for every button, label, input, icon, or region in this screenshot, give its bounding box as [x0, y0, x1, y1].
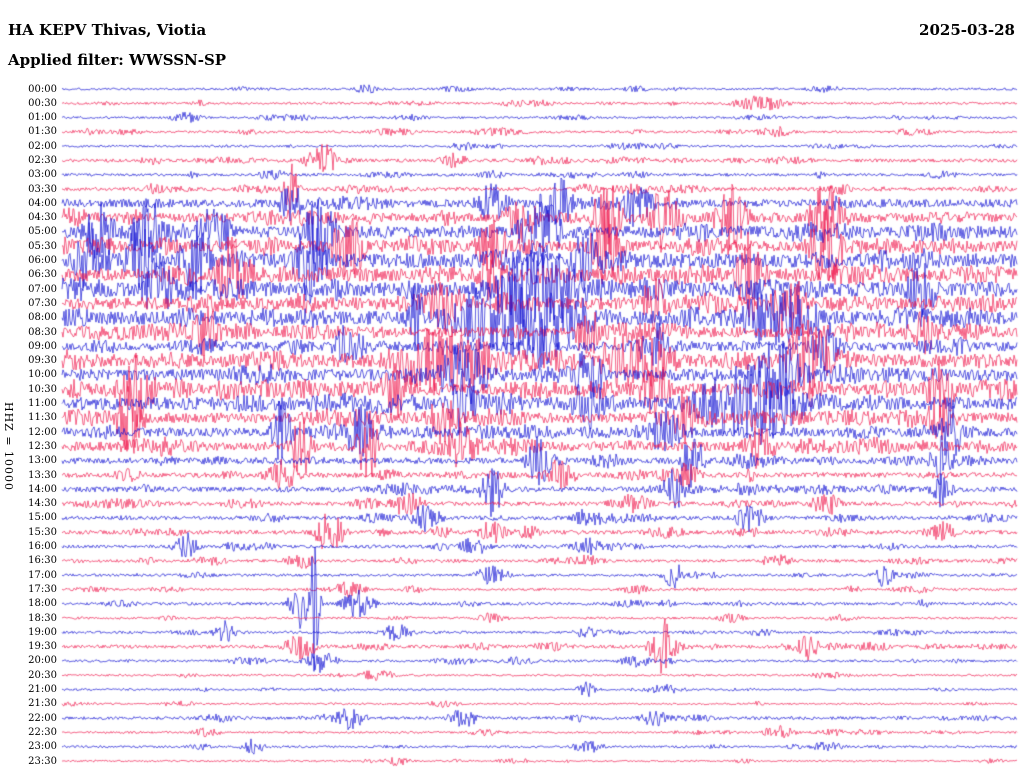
time-label: 21:00 [28, 684, 57, 696]
amplitude-scale-label: HHZ = 10000 [2, 402, 15, 492]
time-label: 17:00 [28, 569, 57, 581]
time-label: 14:00 [28, 483, 57, 495]
time-label: 11:30 [28, 412, 57, 424]
time-label: 18:00 [28, 598, 57, 610]
time-label: 10:30 [28, 383, 57, 395]
time-label: 18:30 [28, 612, 57, 624]
time-label: 08:00 [28, 312, 57, 324]
time-label: 02:30 [28, 154, 57, 166]
time-label: 04:00 [28, 197, 57, 209]
time-label: 06:00 [28, 255, 57, 267]
time-label: 19:30 [28, 641, 57, 653]
time-label: 11:00 [28, 398, 57, 410]
time-label: 05:00 [28, 226, 57, 238]
time-label: 05:30 [28, 240, 57, 252]
time-label: 13:00 [28, 455, 57, 467]
time-label: 10:00 [28, 369, 57, 381]
time-label: 02:00 [28, 140, 57, 152]
time-label: 12:30 [28, 440, 57, 452]
time-label: 21:30 [28, 698, 57, 710]
time-label: 01:30 [28, 126, 57, 138]
date-label: 2025-03-28 [919, 21, 1015, 39]
time-label: 13:30 [28, 469, 57, 481]
station-title: HA KEPV Thivas, Viotia [8, 21, 207, 39]
time-label: 15:00 [28, 512, 57, 524]
time-label: 19:00 [28, 626, 57, 638]
time-label: 01:00 [28, 112, 57, 124]
time-axis: 00:00 00:30 01:00 01:30 02:00 02:30 03:00 03:30… [0, 0, 58, 780]
time-label: 00:30 [28, 97, 57, 109]
time-label: 09:30 [28, 355, 57, 367]
time-label: 15:30 [28, 526, 57, 538]
time-label: 16:00 [28, 541, 57, 553]
time-label: 00:00 [28, 83, 57, 95]
time-label: 12:00 [28, 426, 57, 438]
time-label: 20:00 [28, 655, 57, 667]
time-label: 03:30 [28, 183, 57, 195]
time-label: 04:30 [28, 212, 57, 224]
time-label: 08:30 [28, 326, 57, 338]
time-label: 16:30 [28, 555, 57, 567]
time-label: 07:30 [28, 297, 57, 309]
time-label: 23:00 [28, 741, 57, 753]
time-label: 20:30 [28, 669, 57, 681]
time-label: 09:00 [28, 340, 57, 352]
time-label: 03:00 [28, 169, 57, 181]
time-label: 22:30 [28, 726, 57, 738]
time-label: 23:30 [28, 755, 57, 767]
time-label: 07:00 [28, 283, 57, 295]
time-label: 06:30 [28, 269, 57, 281]
time-label: 22:00 [28, 712, 57, 724]
filter-label: Applied filter: WWSSN-SP [8, 51, 227, 69]
time-label: 14:30 [28, 498, 57, 510]
time-label: 17:30 [28, 583, 57, 595]
